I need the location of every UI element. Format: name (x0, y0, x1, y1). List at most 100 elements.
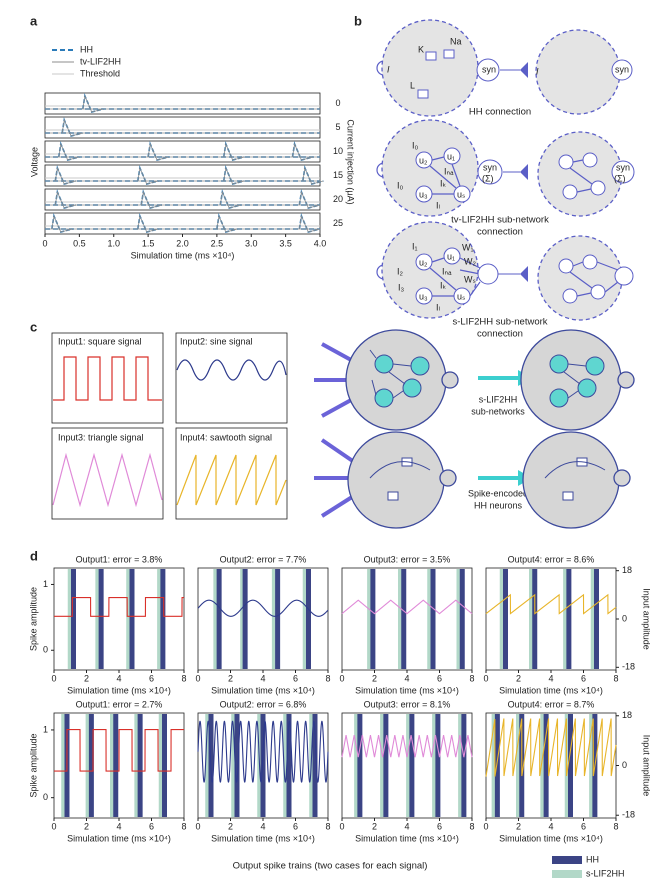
plot-title: Output3: error = 8.1% (364, 699, 451, 709)
spike-bar (205, 714, 211, 817)
sine-wave (176, 359, 287, 381)
spike-bar (309, 714, 315, 817)
spike-bar (88, 714, 94, 817)
node-label: I₂ (397, 266, 404, 276)
input-title: Input3: triangle signal (58, 432, 144, 442)
node (549, 354, 569, 374)
spike-bar (95, 569, 101, 669)
synapse (614, 266, 634, 286)
x-tick-label: 0 (195, 673, 200, 683)
input-title: Input1: square signal (58, 336, 142, 346)
panel-label: c (30, 319, 37, 334)
spike-bar (67, 569, 73, 669)
spike-bar (398, 569, 403, 669)
x-tick-label: 2 (228, 821, 233, 831)
spike-bar (160, 569, 166, 669)
node (582, 254, 598, 270)
x-tick-label: 0 (483, 673, 488, 683)
legend-label: Threshold (80, 68, 120, 78)
y2-axis-label: Input amplitude (642, 588, 652, 650)
spike-bar (459, 569, 465, 669)
x-tick-label: 4 (548, 673, 553, 683)
spike-bar (427, 569, 433, 669)
node-label: u₃ (419, 291, 428, 301)
spike-bar (461, 714, 467, 817)
input-signal (197, 599, 329, 617)
input-box (51, 332, 164, 424)
hh-connection-diagram: K Na L I syn I syn HH connection (376, 19, 633, 118)
spike-bar (532, 569, 538, 669)
sub-network (520, 329, 622, 431)
input-box (175, 332, 288, 424)
synapse (477, 159, 503, 185)
node-label: u₁ (447, 151, 455, 161)
spike-bar (589, 714, 595, 817)
x-tick-label: 6 (437, 673, 442, 683)
node-label: Iₗ (436, 200, 441, 210)
spike-bar (312, 714, 318, 817)
x-tick-label: 2 (228, 673, 233, 683)
node-label: I₀ (397, 180, 404, 190)
y2-tick-label: 18 (622, 710, 632, 720)
channel (387, 491, 399, 501)
synapse-label: syn (616, 162, 630, 172)
x-tick-label: 4 (404, 821, 409, 831)
y2-axis-label: Current injection (μA) (346, 119, 356, 204)
row-frame (44, 140, 321, 163)
x-tick-label: 4 (548, 821, 553, 831)
spike-bar (568, 714, 573, 817)
input-signal (341, 599, 473, 615)
synapse-sum: (Σ) (614, 173, 626, 183)
x-tick-label: 4 (260, 821, 265, 831)
legend-swatch (552, 870, 582, 878)
x-tick-label: 2.5 (211, 238, 224, 248)
channel (562, 491, 574, 501)
node-label: I₀ (412, 140, 419, 150)
node-label: uₛ (457, 291, 465, 301)
y-tick-label: 0 (43, 792, 48, 802)
spike-bar (516, 714, 521, 817)
node-label: u₂ (419, 155, 428, 165)
row-label: 5 (335, 122, 340, 132)
node-label: Iₗ (436, 302, 441, 312)
spike (82, 94, 104, 113)
y-tick-label: 1 (43, 724, 48, 734)
node (558, 154, 574, 170)
x-tick-label: 4 (116, 821, 121, 831)
node-label: W₁ (462, 242, 474, 252)
panel-label: b (354, 13, 362, 28)
x-tick-label: 2.0 (176, 238, 189, 248)
y-tick-label: 1 (43, 579, 48, 589)
node (374, 354, 394, 374)
spike (223, 142, 245, 161)
spike (137, 214, 159, 233)
x-tick-label: 2 (84, 673, 89, 683)
connection-head (520, 266, 528, 282)
spike-bar (491, 714, 497, 817)
plot-title: Output3: error = 3.5% (364, 554, 451, 564)
node-label: Iₖ (440, 280, 447, 290)
connection-head (520, 62, 528, 78)
node-label: u₁ (447, 251, 455, 261)
neuron (381, 19, 479, 117)
row-frame (44, 164, 321, 187)
plot-title: Output4: error = 8.6% (508, 554, 595, 564)
sawtooth-wave (176, 454, 287, 506)
x-tick-label: 1.0 (107, 238, 120, 248)
node-label: Iₙₐ (442, 266, 452, 276)
y2-tick-label: 0 (622, 613, 627, 623)
channel (443, 49, 455, 59)
x-tick-label: 2 (516, 673, 521, 683)
x-tick-label: 8 (181, 673, 186, 683)
input-signal (341, 735, 473, 758)
square-wave (53, 356, 162, 401)
node (562, 184, 578, 200)
spike (51, 214, 73, 233)
spike-bar (409, 714, 415, 817)
caption: Spike-encoded (468, 488, 528, 498)
x-tick-label: 4.0 (314, 238, 327, 248)
plot-title: Output1: error = 2.7% (76, 699, 163, 709)
spike-bar (432, 714, 438, 817)
x-tick-label: 0 (51, 821, 56, 831)
edges (569, 159, 593, 193)
